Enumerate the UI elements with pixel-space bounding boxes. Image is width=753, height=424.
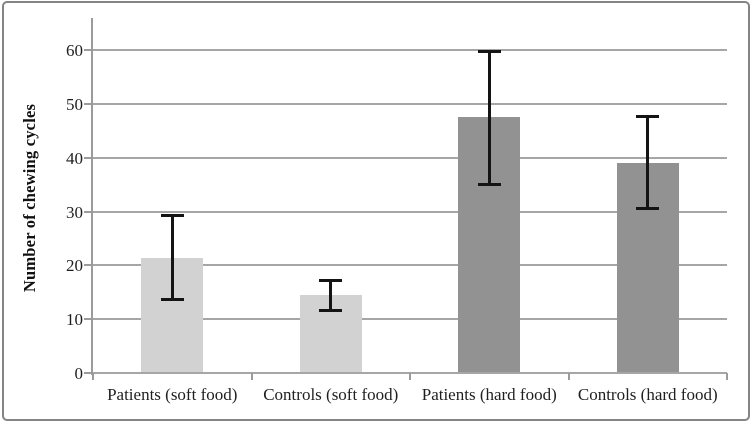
error-bar-line bbox=[170, 214, 174, 301]
x-axis-tick bbox=[92, 373, 94, 380]
y-axis-tick bbox=[84, 318, 93, 321]
y-axis-line bbox=[91, 18, 93, 375]
error-bar-cap-top bbox=[636, 114, 660, 118]
error-bar-line bbox=[646, 114, 650, 210]
gridline-y20 bbox=[93, 264, 727, 267]
x-category-label: Patients (hard food) bbox=[421, 385, 557, 404]
y-tick-label: 20 bbox=[66, 256, 83, 276]
y-axis-tick bbox=[84, 264, 93, 267]
gridline-y60 bbox=[93, 49, 727, 52]
error-bar-cap-top bbox=[319, 278, 343, 282]
x-category-label: Patients (soft food) bbox=[107, 385, 238, 404]
y-axis-tick bbox=[84, 156, 93, 159]
x-category-label: Controls (hard food) bbox=[577, 385, 718, 404]
gridline-y30 bbox=[93, 210, 727, 213]
y-tick-label: 0 bbox=[74, 364, 84, 383]
y-tick-label: 40 bbox=[66, 148, 83, 168]
error-bar-cap-bottom bbox=[319, 309, 343, 313]
error-bar-line bbox=[329, 278, 333, 312]
gridline-y50 bbox=[93, 103, 727, 106]
error-bar-cap-top bbox=[160, 214, 184, 218]
x-axis-tick bbox=[567, 373, 570, 380]
error-bar-cap-bottom bbox=[636, 207, 660, 211]
error-bar-line bbox=[487, 50, 491, 185]
error-bar-cap-bottom bbox=[160, 298, 184, 302]
plot-area: 0 10 20 30 40 50 60 Patients (soft food) Control… bbox=[66, 18, 728, 403]
x-axis-tick bbox=[726, 373, 728, 380]
x-category-label: Controls (soft food) bbox=[263, 385, 399, 404]
y-tick-label: 30 bbox=[66, 202, 83, 222]
x-axis-tick bbox=[250, 373, 253, 380]
gridline-y10 bbox=[93, 318, 727, 321]
y-axis-tick bbox=[84, 210, 93, 213]
y-axis-tick bbox=[84, 103, 93, 106]
error-bar-cap-top bbox=[477, 50, 501, 54]
x-axis-tick bbox=[409, 373, 411, 380]
y-axis-tick bbox=[84, 372, 93, 374]
error-bar-cap-bottom bbox=[477, 182, 501, 186]
y-tick-label: 10 bbox=[66, 310, 83, 330]
y-axis-tick bbox=[84, 49, 93, 52]
y-tick-label: 60 bbox=[66, 41, 83, 61]
gridline-y40 bbox=[93, 156, 727, 159]
y-tick-label: 50 bbox=[66, 95, 83, 115]
